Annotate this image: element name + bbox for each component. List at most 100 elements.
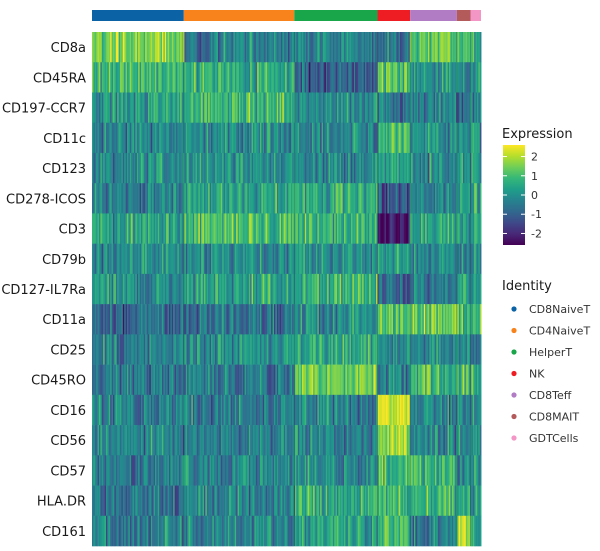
heatmap-cell <box>444 152 447 184</box>
heatmap-cell <box>292 364 294 396</box>
heatmap-cell <box>296 213 299 244</box>
heatmap-cell <box>285 243 287 275</box>
heatmap-cell <box>148 485 150 517</box>
heatmap-cell <box>421 273 423 305</box>
heatmap-cell <box>337 334 339 365</box>
heatmap-cell <box>405 213 408 244</box>
heatmap-cell <box>405 62 408 93</box>
heatmap-cell <box>208 62 210 93</box>
heatmap-cell <box>114 334 117 365</box>
heatmap-cell <box>293 273 296 305</box>
heatmap-cell <box>415 213 418 244</box>
heatmap-cell <box>177 213 180 244</box>
heatmap-cell <box>391 515 394 547</box>
heatmap-cell <box>169 152 171 184</box>
heatmap-cell <box>239 485 241 517</box>
heatmap-cell <box>276 62 279 93</box>
heatmap-cell <box>211 243 213 275</box>
heatmap-cell <box>170 32 173 63</box>
heatmap-cell <box>150 92 153 124</box>
heatmap-cell <box>458 122 461 154</box>
heatmap-cell <box>246 32 248 63</box>
heatmap-cell <box>104 334 107 365</box>
heatmap-cell <box>205 32 208 63</box>
heatmap-cell <box>240 122 243 154</box>
heatmap-cell <box>463 213 465 244</box>
heatmap-cell <box>342 32 345 63</box>
heatmap-cell <box>195 425 198 456</box>
heatmap-cell <box>243 273 245 305</box>
heatmap-cell <box>136 243 139 275</box>
heatmap-cell <box>362 273 364 305</box>
heatmap-cell <box>201 122 203 154</box>
heatmap-cell <box>352 273 355 305</box>
heatmap-cell <box>204 304 206 335</box>
heatmap-cell <box>101 455 104 486</box>
heatmap-cell <box>318 273 321 305</box>
heatmap-cell <box>202 183 205 214</box>
heatmap-cell <box>428 32 430 63</box>
heatmap-cell <box>125 92 128 124</box>
heatmap-cell <box>103 122 105 154</box>
heatmap-cell <box>348 394 350 426</box>
legend-label-HelperT: HelperT <box>529 346 572 359</box>
heatmap-cell <box>360 243 363 275</box>
heatmap-cell <box>369 92 371 124</box>
heatmap-cell <box>289 485 292 517</box>
heatmap-cell <box>435 152 437 184</box>
heatmap-cell <box>367 304 370 335</box>
heatmap-cell <box>248 455 251 486</box>
heatmap-cell <box>463 273 465 305</box>
heatmap-cell <box>260 213 262 244</box>
heatmap-cell <box>219 334 222 365</box>
heatmap-cell <box>338 273 341 305</box>
heatmap-cell <box>125 515 128 547</box>
heatmap-cell <box>367 32 370 63</box>
heatmap-cell <box>204 122 206 154</box>
heatmap-cell <box>122 183 125 214</box>
heatmap-cell <box>381 92 384 124</box>
heatmap-cell <box>103 243 105 275</box>
heatmap-cell <box>338 152 341 184</box>
heatmap-cell <box>356 273 359 305</box>
heatmap-cell <box>471 152 474 184</box>
heatmap-cell <box>428 515 430 547</box>
heatmap-cell <box>121 485 124 517</box>
heatmap-cell <box>163 32 166 63</box>
heatmap-cell <box>408 152 411 184</box>
heatmap-cell <box>475 32 478 63</box>
heatmap-cell <box>409 213 412 244</box>
heatmap-cell <box>177 32 180 63</box>
heatmap-cell <box>94 364 97 396</box>
heatmap-cell <box>436 515 439 547</box>
identity-legend: Identity CD8NaiveTCD4NaiveTHelperTNKCD8T… <box>502 279 590 445</box>
heatmap-cell <box>209 62 212 93</box>
heatmap-cell <box>418 122 420 154</box>
heatmap-cell <box>304 364 307 396</box>
heatmap-cell <box>103 304 105 335</box>
heatmap-cell <box>205 425 208 456</box>
heatmap-cell <box>197 62 199 93</box>
heatmap-cell <box>419 213 422 244</box>
heatmap-cell <box>383 364 385 396</box>
heatmap-cell <box>205 394 208 426</box>
heatmap-cell <box>104 122 107 154</box>
heatmap-cell <box>349 515 352 547</box>
heatmap-cell <box>103 183 105 214</box>
heatmap-cell <box>446 394 448 426</box>
heatmap-cell <box>110 62 112 93</box>
heatmap-cell <box>456 32 458 63</box>
heatmap-cell <box>339 32 342 63</box>
heatmap-cell <box>241 485 244 517</box>
heatmap-cell <box>96 394 98 426</box>
heatmap-cell <box>366 394 369 426</box>
heatmap-cell <box>279 515 282 547</box>
heatmap-cell <box>359 62 362 93</box>
heatmap-cell <box>422 485 425 517</box>
heatmap-cell <box>257 243 259 275</box>
heatmap-cell <box>355 92 357 124</box>
heatmap-cell <box>346 152 349 184</box>
heatmap-cell <box>96 32 98 63</box>
heatmap-cell <box>136 122 139 154</box>
heatmap-cell <box>331 273 334 305</box>
